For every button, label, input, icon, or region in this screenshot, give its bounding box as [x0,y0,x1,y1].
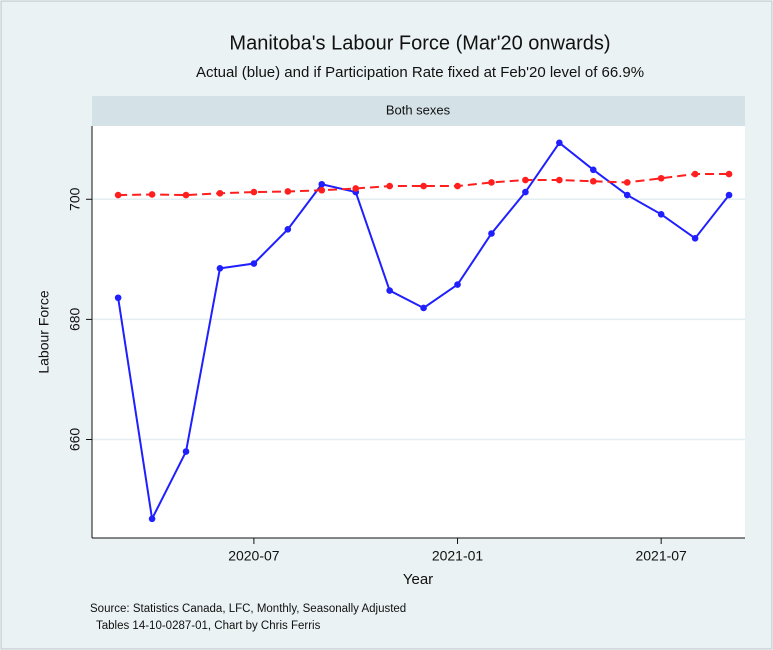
source-note: Tables 14-10-0287-01, Chart by Chris Fer… [96,620,321,632]
data-point [250,260,258,267]
data-point [522,188,529,196]
data-point [182,448,190,455]
data-point [216,265,224,272]
data-point [216,189,224,197]
data-point [386,182,393,190]
x-tick-label: 2021-07 [635,548,687,564]
data-point [420,182,427,190]
data-point [148,191,156,198]
data-point [454,281,461,288]
data-point [623,179,631,186]
data-point [284,188,292,195]
data-point [114,191,122,199]
data-point [488,179,495,186]
data-point [522,176,529,184]
data-point [623,191,631,199]
data-point [250,188,258,196]
data-point [657,174,665,182]
data-point [556,139,563,147]
data-point [454,182,461,190]
data-point [556,176,563,184]
data-point [691,235,699,242]
data-point [589,166,597,174]
chart-subtitle: Actual (blue) and if Participation Rate … [196,64,644,81]
y-tick-label: 660 [67,428,83,452]
y-axis-label: Labour Force [36,290,52,373]
data-point [725,170,733,178]
data-point [386,287,393,294]
data-point [691,170,699,178]
data-point [318,180,326,188]
source-note: Source: Statistics Canada, LFC, Monthly,… [90,603,406,615]
panel-label: Both sexes [386,102,451,117]
data-point [148,515,156,523]
data-point [114,294,122,302]
x-axis-label: Year [403,571,433,588]
data-point [589,177,597,185]
chart-title: Manitoba's Labour Force (Mar'20 onwards) [229,32,610,54]
data-point [352,185,360,192]
panel-strip [92,96,745,126]
y-tick-label: 700 [67,187,83,211]
x-tick-label: 2020-07 [228,548,280,564]
data-point [284,226,292,233]
data-point [657,210,665,218]
data-point [182,191,190,199]
data-point [420,304,427,312]
data-point [488,230,495,237]
data-point [318,186,326,194]
plot-area [92,126,745,538]
x-tick-label: 2021-01 [432,548,484,564]
y-tick-label: 680 [67,307,83,331]
data-point [725,191,733,199]
